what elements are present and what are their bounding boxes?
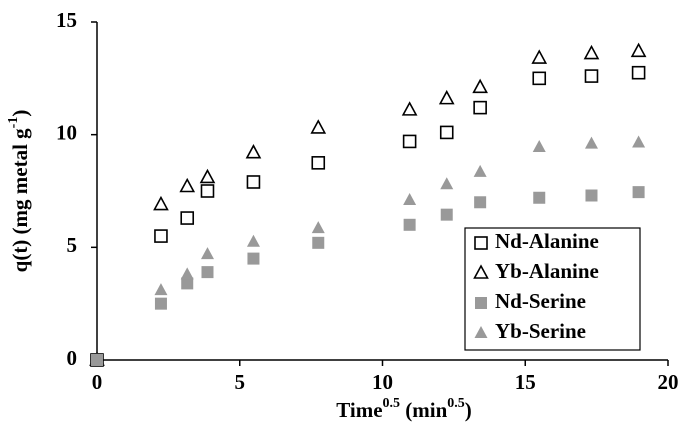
point xyxy=(403,193,417,206)
x-tick-label: 20 xyxy=(658,370,679,394)
point xyxy=(474,196,487,209)
point xyxy=(472,78,488,94)
x-label-part: ) xyxy=(465,398,472,422)
point xyxy=(583,44,600,60)
x-tick-label: 5 xyxy=(235,370,246,394)
point xyxy=(401,101,418,116)
x-tick-label: 15 xyxy=(515,370,536,394)
point xyxy=(473,100,487,115)
x-label-part: Time xyxy=(336,398,382,422)
legend-label: Nd-Alanine xyxy=(495,229,599,253)
point xyxy=(439,125,454,140)
legend-marker xyxy=(475,297,487,309)
point xyxy=(201,266,214,279)
point xyxy=(312,236,325,249)
legend-box xyxy=(464,227,641,351)
point xyxy=(403,218,416,231)
point xyxy=(246,175,261,189)
point xyxy=(246,234,260,247)
x-tick-label: 10 xyxy=(372,370,393,394)
legend-marker xyxy=(474,236,488,250)
point xyxy=(473,164,487,177)
point xyxy=(311,156,326,170)
point xyxy=(632,186,645,199)
point xyxy=(181,277,194,290)
legend-marker xyxy=(473,264,489,279)
point xyxy=(90,353,104,365)
y-label-part: q(t) (mg metal g xyxy=(8,128,32,273)
point xyxy=(154,297,167,310)
x-label-sup: 0.5 xyxy=(383,396,401,411)
y-label-sup: -1 xyxy=(6,117,21,129)
point xyxy=(245,144,262,159)
point xyxy=(631,65,646,80)
point xyxy=(154,229,168,243)
point xyxy=(438,89,455,105)
y-tick-label: 0 xyxy=(67,346,78,370)
x-label-part: (min xyxy=(400,398,448,422)
point xyxy=(180,211,195,225)
y-tick-label: 5 xyxy=(67,233,78,257)
point xyxy=(532,140,546,153)
y-axis-label: q(t) (mg metal g-1) xyxy=(6,110,32,273)
point xyxy=(440,177,454,190)
point xyxy=(200,184,215,198)
point xyxy=(632,135,646,148)
point xyxy=(154,283,168,296)
y-label-part: ) xyxy=(8,110,32,117)
point xyxy=(532,71,547,86)
point xyxy=(180,267,194,280)
point xyxy=(630,42,647,58)
legend-label: Yb-Serine xyxy=(495,319,586,343)
point xyxy=(311,221,325,234)
point xyxy=(199,168,216,184)
point xyxy=(200,247,214,260)
x-axis-label: Time0.5 (min0.5) xyxy=(336,396,472,422)
point xyxy=(584,136,598,149)
point xyxy=(310,119,327,134)
point xyxy=(179,177,196,193)
x-tick-label: 0 xyxy=(92,370,103,394)
point xyxy=(247,252,260,265)
legend-marker xyxy=(474,326,488,338)
point xyxy=(585,189,598,202)
point xyxy=(584,69,599,83)
legend-label: Yb-Alanine xyxy=(495,259,599,283)
point xyxy=(533,191,546,204)
y-tick-label: 10 xyxy=(56,120,77,144)
point xyxy=(531,49,548,64)
point xyxy=(153,195,169,211)
legend-label: Nd-Serine xyxy=(495,289,586,313)
point xyxy=(402,134,417,149)
y-tick-label: 15 xyxy=(56,8,77,32)
x-label-sup: 0.5 xyxy=(447,396,465,411)
point xyxy=(440,208,453,221)
